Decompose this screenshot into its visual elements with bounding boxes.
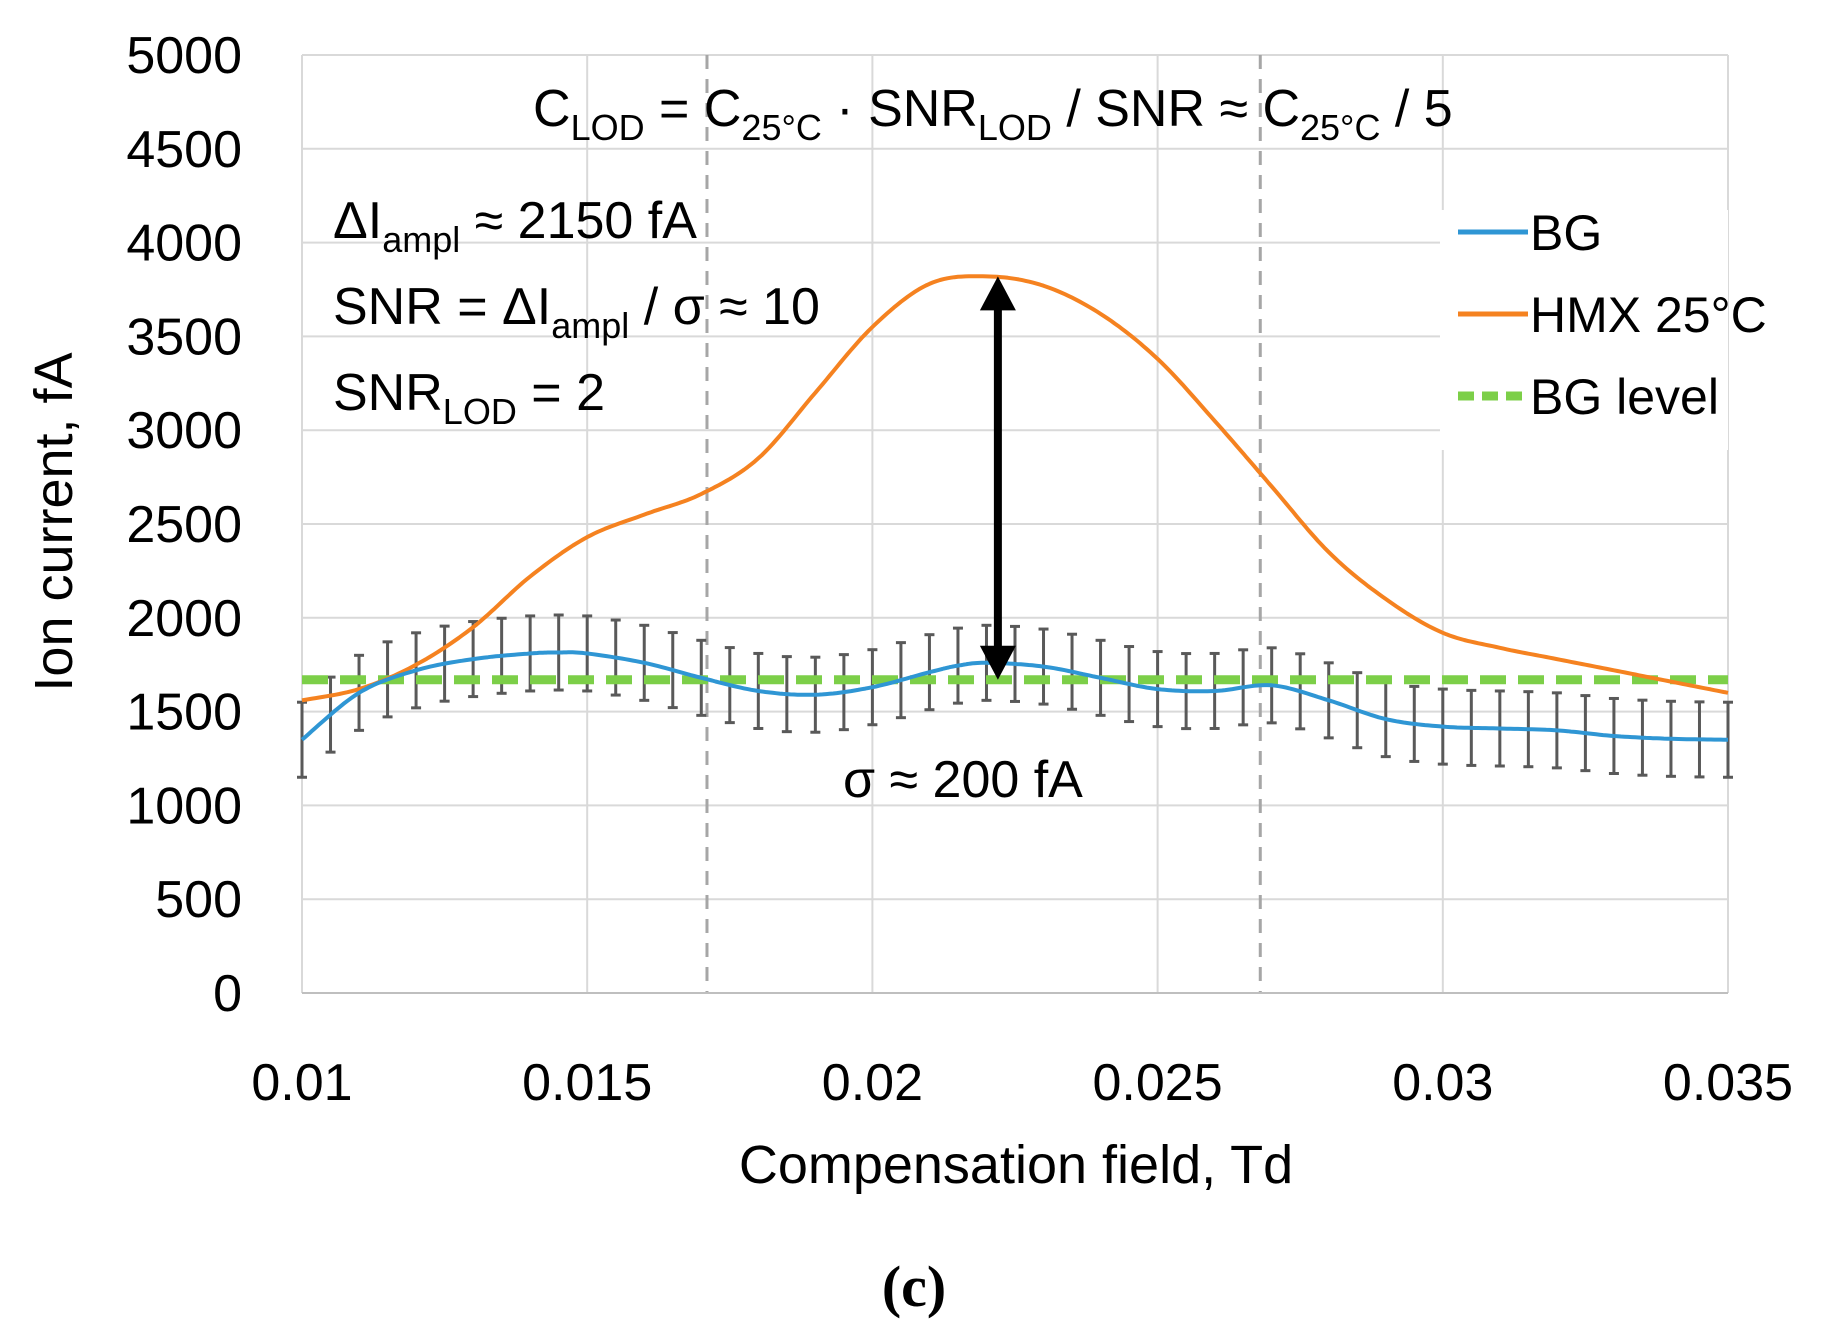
delta-annotation: ΔIampl ≈ 2150 fA <box>333 192 697 260</box>
snrlod-pre: SNR <box>333 364 443 422</box>
panel-label: (c) <box>882 1254 946 1319</box>
y-tick-label: 2000 <box>126 590 242 648</box>
y-tick-label: 500 <box>155 871 242 929</box>
formula-sub-lod: LOD <box>571 107 645 148</box>
formula-end: / 5 <box>1380 80 1452 138</box>
delta-sub: ampl <box>382 219 460 260</box>
x-tick-labels: 0.01 0.015 0.02 0.025 0.03 0.035 <box>251 1054 1793 1112</box>
snr-sub: ampl <box>551 305 629 346</box>
bg-line <box>300 650 1728 742</box>
y-tick-label: 4500 <box>126 121 242 179</box>
amplitude-arrow <box>979 276 1016 680</box>
snr-annotation: SNR = ΔIampl / σ ≈ 10 <box>333 278 820 346</box>
legend-label: BG level <box>1530 369 1719 425</box>
formula-dot-snr: · SNR <box>822 80 978 138</box>
y-tick-label: 2500 <box>126 496 242 554</box>
y-tick-label: 3500 <box>126 308 242 366</box>
snrlod-annotation: SNRLOD = 2 <box>333 364 605 432</box>
x-tick-label: 0.025 <box>1093 1054 1223 1112</box>
snrlod-sub: LOD <box>443 391 517 432</box>
amplitude-arrow-head-bottom <box>979 645 1016 680</box>
amplitude-arrow-head-top <box>979 276 1016 311</box>
series-lines <box>300 274 1729 742</box>
y-tick-label: 4000 <box>126 215 242 273</box>
delta-pre: ΔI <box>333 192 382 250</box>
hmx-line <box>301 274 1729 703</box>
x-tick-label: 0.035 <box>1663 1054 1793 1112</box>
y-tick-label: 1000 <box>126 777 242 835</box>
vertical-markers <box>705 55 1262 993</box>
formula-c: C <box>533 80 571 138</box>
snr-pre: SNR = ΔI <box>333 278 551 336</box>
x-tick-label: 0.03 <box>1392 1054 1493 1112</box>
y-tick-label: 1500 <box>126 684 242 742</box>
formula-slash: / SNR ≈ C <box>1052 80 1300 138</box>
formula-sub-25c-2: 25°C <box>1300 107 1380 148</box>
formula-sub-lod-2: LOD <box>978 107 1052 148</box>
snrlod-post: = 2 <box>517 364 605 422</box>
x-tick-label: 0.02 <box>822 1054 923 1112</box>
x-tick-label: 0.015 <box>522 1054 652 1112</box>
delta-post: ≈ 2150 fA <box>460 192 697 250</box>
formula-sub-25c: 25°C <box>741 107 821 148</box>
y-tick-labels: 0 500 1000 1500 2000 2500 3000 3500 4000 4500 5000 <box>126 27 242 1023</box>
legend-label: HMX 25°C <box>1530 287 1767 343</box>
legend-background <box>1440 210 1728 450</box>
legend-label: BG <box>1530 205 1602 261</box>
y-tick-label: 0 <box>213 965 242 1023</box>
y-tick-label: 3000 <box>126 402 242 460</box>
formula-c25: C <box>704 80 742 138</box>
y-tick-label: 5000 <box>126 27 242 85</box>
legend: BG HMX 25°C BG level <box>1440 205 1767 450</box>
formula-eq: = <box>645 80 704 138</box>
x-axis-title: Compensation field, Td <box>739 1135 1293 1195</box>
formula-annotation: CLOD = C25°C · SNRLOD / SNR ≈ C25°C / 5 <box>533 80 1453 148</box>
sigma-annotation: σ ≈ 200 fA <box>843 751 1083 809</box>
y-axis-title: Ion current, fA <box>24 352 84 691</box>
gridlines <box>301 54 1729 994</box>
x-tick-label: 0.01 <box>251 1054 352 1112</box>
snr-post: / σ ≈ 10 <box>629 278 820 336</box>
